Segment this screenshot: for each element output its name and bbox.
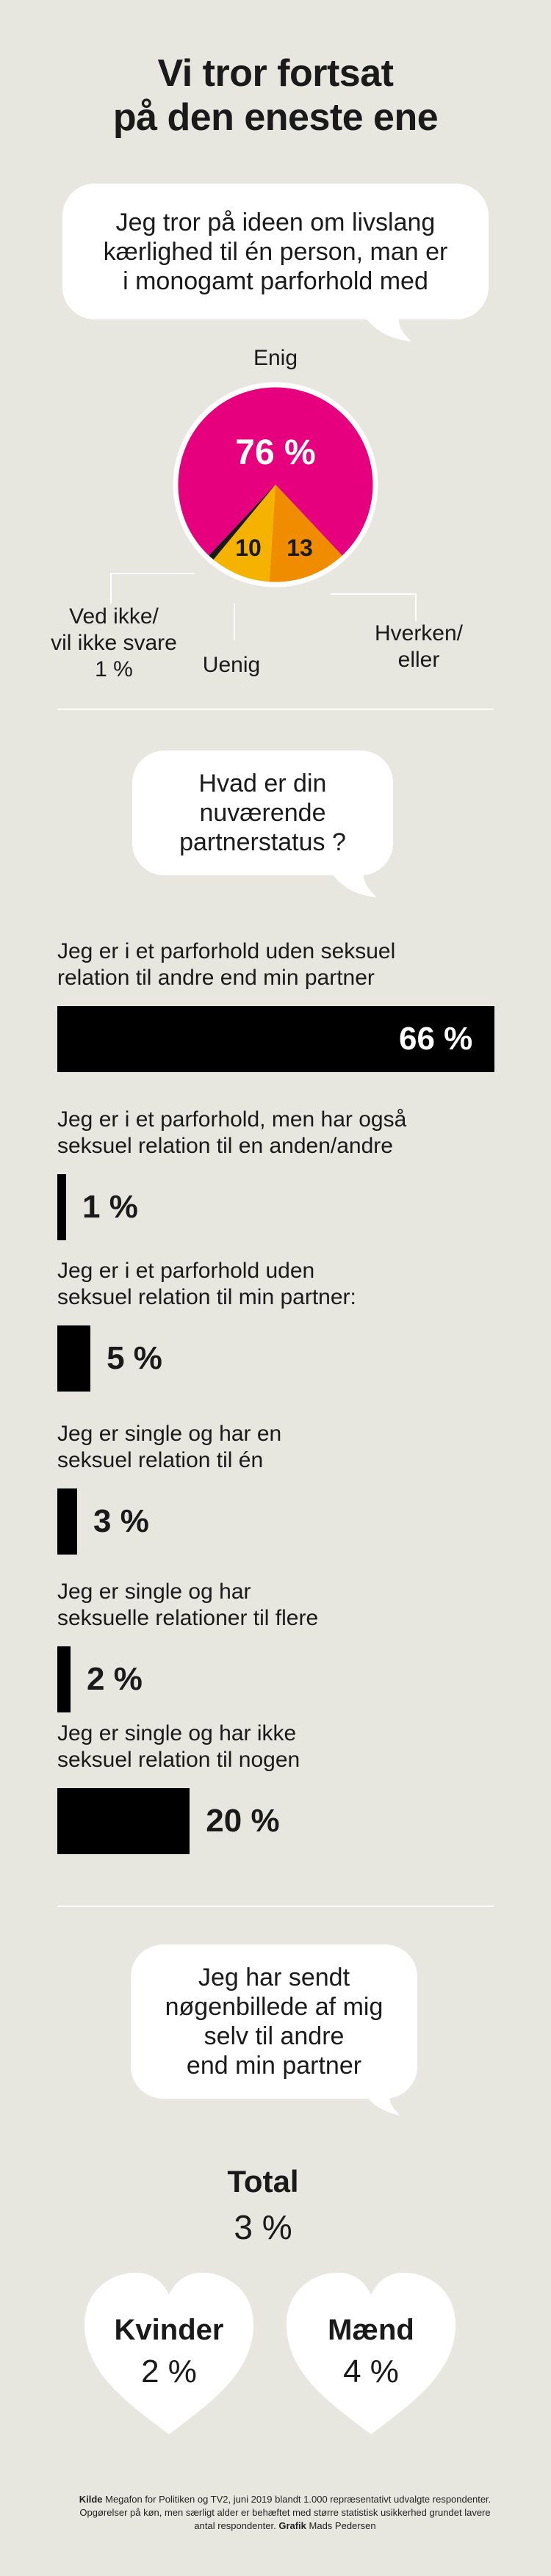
bar-category-label-line: Jeg er i et parforhold uden [57,1259,315,1283]
pie-value-uenig: 10 [235,535,262,561]
bar-value-label: 5 % [107,1340,162,1376]
divider-2 [57,1906,494,1907]
pie-label-enig: Enig [253,346,298,370]
total-label: Total [227,2164,299,2199]
bar [57,1006,494,1072]
divider-1 [57,709,494,710]
pie-label-ved-ikke: Ved ikke/ vil ikke svare 1 % [44,604,184,683]
bar [57,1788,190,1854]
bar [57,1646,71,1712]
heart-women [84,2273,253,2434]
leader-hverken-h [331,593,415,595]
source-text-3: antal respondenter. [194,2520,279,2531]
pie-label-ved-ikke-line-3: 1 % [95,657,133,681]
q1-bubble-line-2: kærlighed til én person, man er [103,237,448,266]
men-label: Mænd [328,2314,414,2346]
bar-value-label: 20 % [206,1803,280,1839]
pie-label-hverken-line-1: Hverken/ [374,621,464,645]
bar-category-label-line: Jeg er i et parforhold uden seksuel [57,939,396,963]
pie-slice-hverken [269,485,345,585]
q3-bubble-line-1: Jeg har sendt [198,1964,350,1991]
source-grafik-label: Grafik [278,2520,306,2531]
bar-category-label: Jeg er single og har ikke seksuel relatio… [57,1721,469,1773]
q3-bubble-line-3: selv til andre [204,2022,345,2050]
pie-slice-enig [175,385,375,558]
bar-category-label: Jeg er i et parforhold uden seksuel relat… [57,938,469,991]
pie-label-hverken-line-2: eller [397,648,440,672]
bubble-tail [327,864,377,897]
q2-bubble-line-2: nuværende [199,799,326,827]
bar-category-label: Jeg er single og har en seksuel relation … [57,1421,469,1474]
page-title: Vi tror fortsat på den eneste ene [0,51,551,140]
leader-uenig-v [234,604,235,640]
bubble-tail [362,2088,400,2116]
source-grafik-name: Mads Pedersen [306,2520,376,2531]
bar [57,1325,91,1392]
bar-category-label-line: seksuelle relationer til flere [57,1606,319,1630]
leader-ved-ikke-h [110,573,195,574]
source-kilde-label: Kilde [79,2494,103,2505]
bar [57,1488,78,1555]
bar-value-label: 2 % [87,1661,143,1697]
bar [57,1174,66,1240]
bar-category-label-line: Jeg er single og har [57,1580,251,1604]
total-value: 3 % [234,2208,292,2246]
bar-category-label-line: Jeg er single og har en [57,1422,282,1446]
source-text-2: Opgørelser på køn, men særligt alder er … [79,2507,491,2518]
leader-hverken-v [415,593,417,621]
women-label: Kvinder [114,2314,224,2346]
pie-label-hverken: Hverken/ eller [360,621,478,673]
bar-category-label-line: seksuel relation til nogen [57,1748,300,1772]
pie-value-hverken: 13 [287,535,313,561]
q1-bubble-line-1: Jeg tror på ideen om livslang [115,208,436,236]
bar-value-label: 66 % [399,1021,473,1057]
bar-category-label-line: seksuel relation til en anden/andre [57,1134,393,1158]
bar-category-label-line: Jeg er single og har ikke [57,1721,297,1745]
q3-bubble-line-4: end min partner [186,2052,362,2080]
men-value: 4 % [343,2354,399,2389]
bar-category-label: Jeg er i et parforhold uden seksuel relat… [57,1258,469,1311]
bar-category-label: Jeg er i et parforhold, men har også seks… [57,1107,469,1159]
title-line-1: Vi tror fortsat [157,52,394,95]
q2-bubble-line-3: partnerstatus ? [179,828,346,856]
title-line-2: på den eneste ene [112,96,439,139]
q1-bubble-line-3: i monogamt parforhold med [123,267,428,295]
pie-outline [173,382,378,587]
bar-category-label-line: seksuel relation til min partner: [57,1285,356,1309]
bubble-tail [360,308,411,341]
pie-label-ved-ikke-line-2: vil ikke svare [51,631,177,655]
q3-bubble-line-2: nøgenbillede af mig [165,1993,383,2021]
pie-chart: 76 % 13 10 [173,382,378,587]
women-value: 2 % [141,2354,197,2389]
bar-category-label-line: relation til andre end min partner [57,966,375,990]
leader-ved-ikke-v [110,573,112,604]
pie-label-ved-ikke-line-1: Ved ikke/ [69,604,159,629]
pie-slice-uenig [212,485,276,585]
q1-speech-bubble: Jeg tror på ideen om livslang kærlighed … [62,184,489,345]
pie-label-uenig: Uenig [202,653,261,677]
source-text-1: Megafon for Politiken og TV2, juni 2019 … [102,2494,491,2505]
pie-value-enig: 76 % [235,433,315,472]
q2-bubble-line-1: Hvad er din [198,770,327,797]
q2-speech-bubble: Hvad er din nuværende partnerstatus ? [132,750,404,905]
bar-value-label: 3 % [93,1503,149,1539]
bar-value-label: 1 % [82,1189,138,1225]
pie-slice-ved-ikke [206,485,276,562]
bar-category-label: Jeg er single og har seksuelle relationer… [57,1579,469,1632]
q3-speech-bubble: Jeg har sendt nøgenbillede af mig selv t… [131,1944,425,2116]
heart-men [287,2273,455,2434]
source-note: Kilde Megafon for Politiken og TV2, juni… [65,2493,505,2533]
bar-category-label-line: seksuel relation til én [57,1448,264,1472]
bar-category-label-line: Jeg er i et parforhold, men har også [57,1107,407,1132]
